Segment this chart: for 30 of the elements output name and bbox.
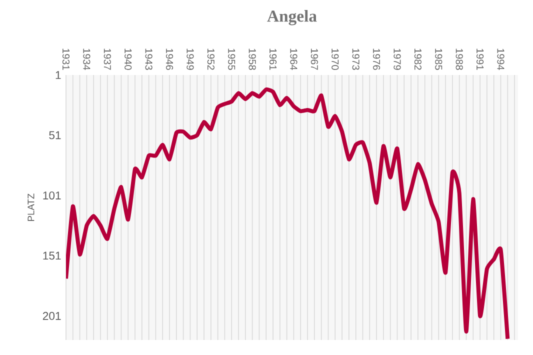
- line-series: [66, 87, 510, 340]
- x-tick-label: 1934: [83, 48, 90, 70]
- x-tick-label: 1988: [456, 48, 463, 70]
- x-tick-label: 1931: [62, 48, 70, 70]
- x-tick-label: 1964: [290, 48, 298, 70]
- x-tick-label: 1937: [104, 48, 111, 70]
- x-tick-label: 1949: [186, 48, 194, 70]
- y-tick-label: 151: [43, 252, 61, 260]
- x-tick-label: 1973: [352, 48, 360, 70]
- x-tick-label: 1979: [394, 48, 401, 70]
- y-axis-title: PLATZ: [28, 194, 34, 221]
- x-tick-label: 1943: [145, 48, 152, 70]
- x-tick-label: 1958: [248, 48, 256, 70]
- y-tick-label: 201: [42, 312, 61, 320]
- x-tick-label: 1952: [207, 48, 214, 70]
- y-tick-label: 51: [49, 131, 61, 140]
- y-tick-label: 101: [43, 191, 61, 200]
- x-tick-label: 1955: [228, 48, 236, 70]
- chart-title: Angela: [267, 10, 317, 26]
- x-tick-label: 1967: [310, 48, 318, 70]
- x-tick-label: 1946: [166, 48, 174, 70]
- y-tick-label: 1: [56, 71, 61, 79]
- x-tick-label: 1982: [414, 48, 422, 70]
- x-tick-label: 1976: [372, 48, 380, 70]
- x-tick-label: 1970: [332, 48, 339, 70]
- x-tick-label: 1940: [124, 48, 132, 70]
- x-tick-label: 1991: [476, 48, 484, 70]
- x-tick-label: 1961: [269, 48, 277, 70]
- x-tick-label: 1994: [497, 48, 504, 70]
- x-tick-label: 1985: [435, 48, 442, 70]
